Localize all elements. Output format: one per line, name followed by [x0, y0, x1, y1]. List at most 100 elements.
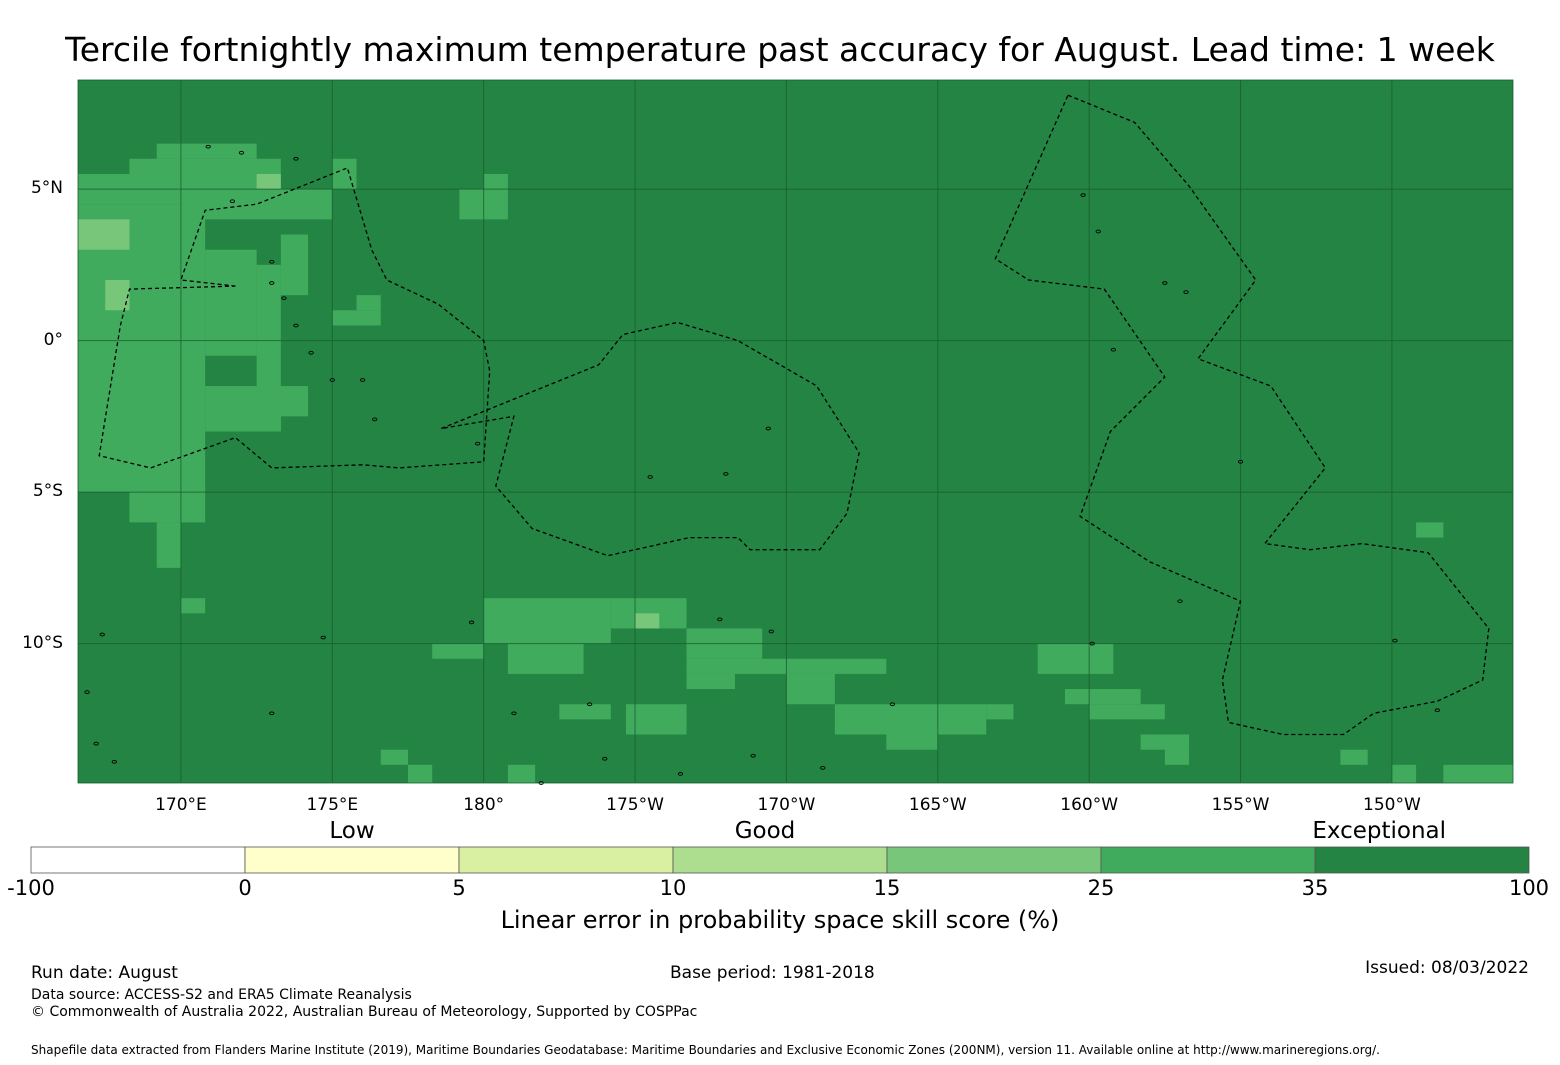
island-outline	[1162, 281, 1168, 285]
island-outline	[281, 296, 287, 301]
island-outline	[602, 756, 608, 761]
skill-cell-25-35	[407, 764, 433, 783]
island-outline	[293, 156, 299, 161]
data-source: Data source: ACCESS-S2 and ERA5 Climate …	[31, 987, 412, 1003]
island-outline	[765, 426, 771, 431]
longitude-label: 165°W	[908, 795, 967, 815]
island-outline	[647, 475, 653, 479]
copyright: © Commonwealth of Australia 2022, Austra…	[31, 1004, 698, 1020]
skill-cell-25-35	[129, 492, 206, 523]
island-outline	[293, 323, 299, 328]
island-outline	[93, 741, 99, 746]
island-outline	[1089, 641, 1095, 646]
colorbar-bin	[886, 846, 1102, 874]
colorbar-tick-label: 15	[873, 876, 901, 900]
colorbar	[30, 846, 1530, 874]
skill-cell-25-35	[380, 749, 408, 765]
longitude-label: 150°W	[1363, 795, 1421, 815]
colorbar-category-label: Exceptional	[1312, 818, 1447, 844]
island-outline	[329, 378, 335, 382]
island-outline	[1080, 193, 1086, 197]
colorbar-tick-label: 25	[1087, 876, 1115, 900]
colorbar-bin	[1314, 846, 1530, 874]
skill-cell-25-35	[786, 673, 835, 705]
latitude-label: 5°S	[32, 481, 63, 502]
colorbar-tick-label: 35	[1301, 876, 1329, 900]
island-outline	[889, 702, 896, 707]
island-outline	[717, 617, 723, 622]
skill-cell-25-35	[1340, 749, 1368, 765]
skill-cell-25-35	[205, 249, 257, 356]
skill-cell-25-35	[1391, 764, 1417, 783]
skill-cell-25-35	[256, 386, 309, 417]
latitude-label: 10°S	[22, 632, 63, 653]
colorbar-tick-label: 10	[659, 876, 687, 900]
longitude-label: 170°W	[757, 795, 816, 815]
skill-cell-25-35	[78, 204, 206, 493]
island-outline	[820, 765, 826, 770]
skill-cell-25-35	[332, 310, 381, 326]
colorbar-bin	[30, 846, 246, 874]
skill-cell-25-35	[1064, 689, 1141, 705]
longitude-label: 175°E	[306, 795, 359, 815]
longitude-label: 175°W	[606, 795, 664, 815]
colorbar-category-label: Good	[734, 818, 796, 844]
skill-cell-25-35	[559, 704, 611, 720]
skill-cell-15-25	[78, 219, 130, 250]
island-outline	[1434, 708, 1440, 713]
latitude-label: 0°	[43, 329, 63, 350]
skill-cell-15-25	[635, 613, 660, 629]
skill-cell-25-35	[156, 143, 257, 159]
island-outline	[99, 632, 105, 637]
island-outline	[468, 620, 475, 625]
island-outline	[750, 753, 756, 758]
longitude-label: 160°W	[1060, 795, 1119, 815]
island-outline	[269, 281, 275, 285]
island-outline	[372, 417, 378, 422]
colorbar-category-label: Low	[329, 818, 375, 844]
colorbar-tick-label: 100	[1508, 876, 1550, 900]
island-outline	[269, 259, 275, 264]
skill-cell-25-35	[180, 598, 206, 614]
skill-cell-25-35	[834, 704, 987, 735]
skill-cell-25-35	[507, 764, 536, 783]
island-outline	[1095, 229, 1101, 234]
colorbar-tick-label: 5	[452, 876, 466, 900]
island-outline	[205, 144, 211, 149]
colorbar-tick-label: 0	[238, 876, 252, 900]
island-outline	[320, 635, 326, 640]
skill-cell-25-35	[280, 234, 309, 296]
skill-cell-25-35	[483, 173, 508, 190]
island-outline	[474, 441, 481, 446]
colorbar-title: Linear error in probability space skill …	[500, 906, 1060, 934]
island-outline	[511, 711, 517, 716]
colorbar-bin	[244, 846, 460, 874]
skill-cell-25-35	[1037, 643, 1114, 674]
skill-cell-15-25	[256, 173, 281, 190]
island-outline	[238, 150, 245, 155]
island-outline	[1392, 638, 1398, 643]
colorbar-bin	[458, 846, 674, 874]
island-outline	[1183, 290, 1189, 294]
skill-score-map	[77, 79, 1514, 785]
island-outline	[768, 629, 774, 634]
island-outline	[308, 350, 314, 355]
longitude-label: 155°W	[1211, 795, 1270, 815]
island-outline	[1237, 459, 1244, 464]
skill-cell-25-35	[1089, 704, 1165, 720]
island-outline	[229, 199, 236, 204]
skill-cell-25-35	[156, 522, 181, 568]
skill-cell-15-25	[105, 279, 130, 311]
issued-date: Issued: 08/03/2022	[1365, 958, 1529, 978]
colorbar-tick-label: -100	[7, 876, 55, 900]
eez-boundary-east	[994, 94, 1490, 736]
skill-cell-25-35	[625, 704, 687, 735]
base-period: Base period: 1981-2018	[670, 963, 875, 983]
skill-cell-25-35	[356, 295, 381, 311]
run-date: Run date: August	[31, 963, 178, 983]
island-outline	[84, 690, 90, 694]
skill-cell-25-35	[1164, 734, 1190, 765]
island-outline	[1177, 599, 1183, 604]
longitude-label: 170°E	[155, 795, 207, 815]
skill-cell-25-35	[432, 643, 484, 659]
